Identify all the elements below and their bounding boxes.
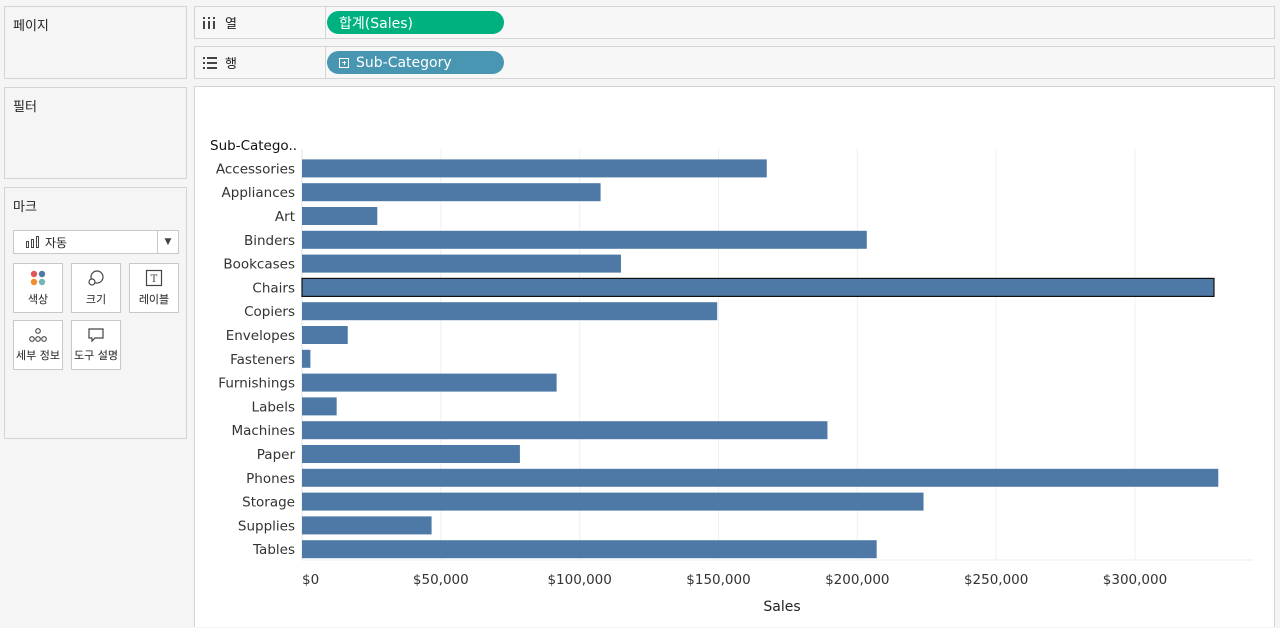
x-tick-label: $50,000 xyxy=(413,572,469,588)
category-label[interactable]: Supplies xyxy=(238,518,295,534)
x-tick-label: $300,000 xyxy=(1103,572,1167,588)
bar-labels[interactable] xyxy=(302,397,337,416)
pages-panel[interactable]: 페이지 xyxy=(4,6,187,79)
category-label[interactable]: Phones xyxy=(246,471,295,487)
columns-icon xyxy=(203,16,217,29)
x-tick-label: $0 xyxy=(302,572,319,588)
marks-title: 마크 xyxy=(13,200,37,215)
label-button-label: 레이블 xyxy=(138,293,170,306)
bar-chairs[interactable] xyxy=(301,277,1215,297)
mark-type-label: 자동 xyxy=(45,235,68,250)
bar-appliances[interactable] xyxy=(302,183,601,202)
category-label[interactable]: Tables xyxy=(252,542,295,558)
category-label[interactable]: Paper xyxy=(257,447,296,463)
size-icon xyxy=(88,270,104,286)
tooltip-button-label: 도구 설명 xyxy=(74,349,118,362)
marks-panel[interactable]: 마크 자동 ▼ 색상 크기 T 레이블 세부 xyxy=(4,187,187,439)
rows-label-text: 행 xyxy=(225,57,237,72)
filters-panel[interactable]: 필터 xyxy=(4,87,187,179)
tooltip-bubble-icon xyxy=(88,328,104,343)
text-label-icon: T xyxy=(145,269,163,287)
bar-paper[interactable] xyxy=(302,445,520,463)
category-label[interactable]: Machines xyxy=(231,423,295,439)
bar-machines[interactable] xyxy=(302,421,828,440)
sales-measure-pill[interactable]: 합계(Sales) xyxy=(327,11,504,34)
expand-plus-icon[interactable] xyxy=(339,57,349,68)
filters-title: 필터 xyxy=(13,100,37,115)
bar-binders[interactable] xyxy=(302,230,867,249)
subcategory-dimension-pill[interactable]: Sub-Category xyxy=(327,51,504,74)
category-label[interactable]: Furnishings xyxy=(218,376,295,392)
category-label[interactable]: Storage xyxy=(242,495,295,511)
x-tick-label: $100,000 xyxy=(547,572,611,588)
pages-title: 페이지 xyxy=(13,19,49,34)
bar-envelopes[interactable] xyxy=(302,326,348,344)
category-label[interactable]: Bookcases xyxy=(223,257,295,273)
chevron-down-icon[interactable]: ▼ xyxy=(157,231,178,253)
bar-chart-icon xyxy=(26,236,39,248)
color-button-label: 색상 xyxy=(27,293,49,306)
columns-shelf[interactable]: 열 합계(Sales) xyxy=(194,6,1275,39)
mark-type-dropdown[interactable]: 자동 ▼ xyxy=(13,230,179,254)
bar-tables[interactable] xyxy=(302,540,877,559)
columns-shelf-label: 열 xyxy=(195,7,326,38)
category-label[interactable]: Fasteners xyxy=(230,352,295,368)
category-label[interactable]: Chairs xyxy=(252,280,295,296)
rows-icon xyxy=(203,56,217,69)
sales-bar-chart[interactable]: Accessories Appliances Art Binders Bookcases… xyxy=(195,87,1274,628)
sales-pill-label: 합계(Sales) xyxy=(339,15,413,32)
detail-dots-icon xyxy=(29,328,47,342)
bar-fasteners[interactable] xyxy=(302,349,311,368)
category-label[interactable]: Copiers xyxy=(244,304,295,320)
bar-art[interactable] xyxy=(302,207,378,225)
category-label[interactable]: Accessories xyxy=(216,161,295,177)
category-label[interactable]: Labels xyxy=(252,399,295,415)
row-field-header[interactable]: Sub-Catego.. xyxy=(210,138,297,154)
subcategory-pill-label: Sub-Category xyxy=(356,54,452,71)
category-label[interactable]: Binders xyxy=(244,233,295,249)
category-label[interactable]: Art xyxy=(275,209,295,225)
category-label[interactable]: Envelopes xyxy=(226,328,295,344)
rows-shelf-label: 행 xyxy=(195,47,326,78)
x-tick-label: $200,000 xyxy=(825,572,889,588)
bar-storage[interactable] xyxy=(302,492,924,511)
svg-text:T: T xyxy=(151,274,158,285)
bar-copiers[interactable] xyxy=(302,302,718,321)
color-button[interactable]: 색상 xyxy=(13,263,63,313)
color-dots-icon xyxy=(30,270,46,286)
size-button-label: 크기 xyxy=(85,293,107,306)
detail-button-label: 세부 정보 xyxy=(16,349,60,362)
x-tick-label: $150,000 xyxy=(686,572,750,588)
detail-button[interactable]: 세부 정보 xyxy=(13,320,63,370)
category-label[interactable]: Appliances xyxy=(222,185,295,201)
label-button[interactable]: T 레이블 xyxy=(129,263,179,313)
bar-phones[interactable] xyxy=(302,468,1219,487)
bar-furnishings[interactable] xyxy=(302,373,557,392)
tooltip-button[interactable]: 도구 설명 xyxy=(71,320,121,370)
chart-view[interactable]: Accessories Appliances Art Binders Bookcases… xyxy=(194,86,1275,627)
bar-supplies[interactable] xyxy=(302,516,432,535)
bar-bookcases[interactable] xyxy=(302,254,621,273)
x-axis-title[interactable]: Sales xyxy=(763,599,800,615)
x-tick-label: $250,000 xyxy=(964,572,1028,588)
rows-shelf[interactable]: 행 Sub-Category xyxy=(194,46,1275,79)
columns-label-text: 열 xyxy=(225,17,237,32)
bar-accessories[interactable] xyxy=(302,159,767,178)
size-button[interactable]: 크기 xyxy=(71,263,121,313)
